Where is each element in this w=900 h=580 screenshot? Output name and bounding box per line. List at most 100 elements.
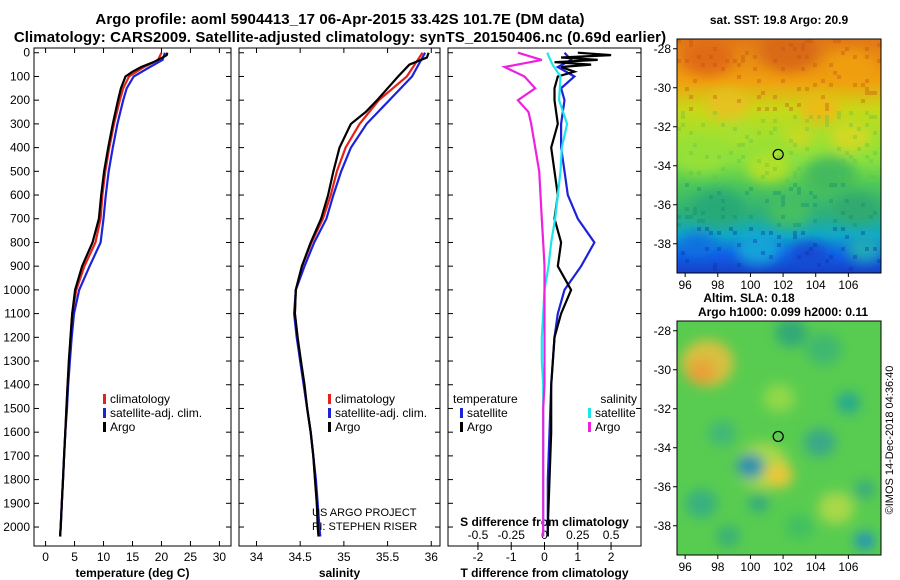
sst-pixel: [865, 123, 869, 127]
sst-pixel: [689, 107, 693, 111]
sst-pixel: [865, 47, 869, 51]
sst-pixel: [841, 183, 845, 187]
x-tick-label: 104: [806, 560, 826, 574]
y-tick-label: -32: [654, 120, 672, 134]
series-line-t-argo: [546, 51, 612, 537]
x-axis-label: temperature (deg C): [75, 566, 189, 580]
sst-pixel: [701, 123, 705, 127]
sst-pixel: [877, 43, 881, 47]
sla-blob: [818, 492, 855, 525]
sst-pixel: [697, 187, 701, 191]
sst-pixel: [773, 119, 777, 123]
sst-pixel: [689, 95, 693, 99]
y-tick-label: -30: [654, 81, 672, 95]
sst-blob: [834, 192, 879, 223]
sst-pixel: [717, 191, 721, 195]
sst-pixel: [805, 55, 809, 59]
y-tick-label: 200: [10, 93, 30, 107]
sst-pixel: [869, 91, 873, 95]
sst-pixel: [861, 99, 865, 103]
sst-pixel: [873, 91, 877, 95]
sst-pixel: [853, 83, 857, 87]
legend-swatch: [103, 394, 106, 404]
series-group: [59, 52, 169, 537]
sst-pixel: [829, 255, 833, 259]
y-tick-label: -34: [654, 159, 672, 173]
sst-pixel: [757, 95, 761, 99]
sst-pixel: [849, 155, 853, 159]
plot-title-line1: Argo profile: aoml 5904413_17 06-Apr-201…: [95, 11, 585, 28]
sst-pixel: [821, 95, 825, 99]
sst-pixel: [681, 111, 685, 115]
legend-swatch: [588, 422, 591, 432]
sst-blob: [681, 39, 734, 76]
sst-pixel: [737, 243, 741, 247]
y-tick-label: 2000: [3, 520, 30, 534]
sst-pixel: [861, 83, 865, 87]
sst-pixel: [701, 219, 705, 223]
sla-blob: [687, 359, 716, 386]
plot-title-line2: Climatology: CARS2009. Satellite-adjuste…: [13, 29, 667, 46]
sst-pixel: [797, 191, 801, 195]
sst-pixel: [841, 211, 845, 215]
sst-pixel: [865, 247, 869, 251]
sst-pixel: [813, 203, 817, 207]
x-tick-label: 106: [838, 278, 858, 292]
sst-pixel: [865, 87, 869, 91]
sst-pixel: [701, 63, 705, 67]
x-tick-label: 20: [155, 550, 169, 564]
x-tick-label: 104: [806, 278, 826, 292]
map-frame: [676, 38, 882, 274]
sst-pixel: [773, 95, 777, 99]
legend-swatch: [328, 422, 331, 432]
sst-pixel: [873, 175, 877, 179]
sst-blob: [759, 39, 820, 72]
sla-blob: [748, 494, 769, 513]
y-tick-label: 1600: [3, 425, 30, 439]
sst-pixel: [681, 115, 685, 119]
sst-pixel: [801, 67, 805, 71]
sst-pixel: [865, 79, 869, 83]
sst-pixel: [781, 203, 785, 207]
sst-pixel: [793, 235, 797, 239]
y-tick-label: -34: [654, 441, 672, 455]
sst-pixel: [769, 255, 773, 259]
sst-pixel: [869, 115, 873, 119]
x-tick-label: -1: [506, 550, 517, 564]
sst-pixel: [777, 243, 781, 247]
sla-map-title-line2: Argo h1000: 0.099 h2000: 0.11: [698, 305, 868, 319]
sst-pixel: [777, 235, 781, 239]
y-tick-label: 1200: [3, 330, 30, 344]
sla-blob: [707, 420, 736, 446]
sst-pixel: [841, 227, 845, 231]
sst-pixel: [677, 127, 681, 131]
sst-pixel: [713, 267, 717, 271]
sst-pixel: [709, 231, 713, 235]
sst-pixel: [785, 103, 789, 107]
map-field: [677, 321, 881, 555]
sst-pixel: [833, 39, 837, 43]
sst-pixel: [853, 223, 857, 227]
sst-pixel: [757, 131, 761, 135]
sst-pixel: [805, 203, 809, 207]
sla-blob: [765, 462, 793, 489]
sst-pixel: [833, 183, 837, 187]
y-tick-label: 900: [10, 259, 30, 273]
y-tick-label: -36: [654, 198, 672, 212]
sst-pixel: [757, 79, 761, 83]
sst-pixel: [813, 195, 817, 199]
sst-pixel: [813, 63, 817, 67]
x-tick-label: 36: [425, 550, 439, 564]
sst-pixel: [737, 159, 741, 163]
sst-pixel: [841, 159, 845, 163]
y-tick-label: 1700: [3, 449, 30, 463]
sst-pixel: [837, 39, 841, 43]
sst-pixel: [741, 59, 745, 63]
x-tick-label: 15: [126, 550, 140, 564]
sst-pixel: [741, 143, 745, 147]
legend-title-temperature: temperature: [453, 392, 518, 406]
y-tick-label: 400: [10, 141, 30, 155]
sst-pixel: [697, 171, 701, 175]
x-tick-label: 34.5: [288, 550, 312, 564]
